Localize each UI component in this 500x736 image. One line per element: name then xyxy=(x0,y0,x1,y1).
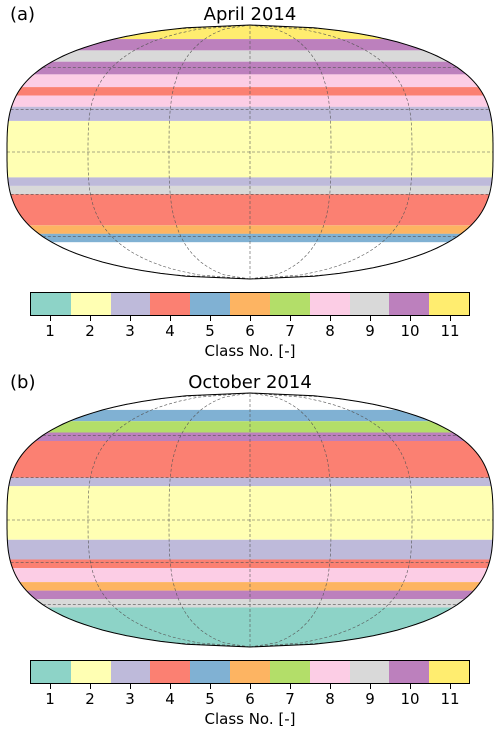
colorbar-tick-label: 3 xyxy=(125,690,135,708)
colorbar-tick-label: 6 xyxy=(245,322,255,340)
colorbar-tick: 5 xyxy=(190,316,230,346)
colorbar-tick: 9 xyxy=(350,316,390,346)
graticule-meridian xyxy=(87,393,251,647)
panel-title-a: April 2014 xyxy=(203,4,297,25)
colorbar-segment-3 xyxy=(110,661,151,683)
colorbar-segment-7 xyxy=(269,293,310,315)
class-band xyxy=(7,39,493,51)
colorbar-tick-label: 11 xyxy=(440,690,460,708)
colorbar-tick-label: 8 xyxy=(325,690,335,708)
colorbar-tick: 2 xyxy=(70,684,110,714)
colorbar-segment-1 xyxy=(31,661,71,683)
colorbar-segment-8 xyxy=(309,661,350,683)
graticule-meridian xyxy=(87,25,251,279)
colorbar-tick-label: 2 xyxy=(85,690,95,708)
colorbar-tick-label: 2 xyxy=(85,322,95,340)
colorbar-tick: 11 xyxy=(430,684,470,714)
colorbar-tick-label: 8 xyxy=(325,322,335,340)
colorbar-segment-9 xyxy=(349,661,390,683)
colorbar-tick-label: 1 xyxy=(45,322,55,340)
colorbar-tick: 3 xyxy=(110,684,150,714)
class-band xyxy=(7,559,493,568)
colorbar-segment-9 xyxy=(349,293,390,315)
panel-title-b: October 2014 xyxy=(188,372,312,393)
colorbar-label-b: Class No. [-] xyxy=(204,710,296,728)
colorbar-segment-8 xyxy=(309,293,350,315)
colorbar-segment-4 xyxy=(150,293,191,315)
colorbar-tick-label: 4 xyxy=(165,690,175,708)
colorbar-ticks-b: 1 2 3 4 5 6 7 8 9 10 11 xyxy=(30,684,470,714)
colorbar-segment-10 xyxy=(389,293,430,315)
colorbar-segment-11 xyxy=(429,661,469,683)
colorbar-tick: 7 xyxy=(270,684,310,714)
colorbar-tick: 2 xyxy=(70,316,110,346)
colorbar-segment-1 xyxy=(31,293,71,315)
colorbar-segment-5 xyxy=(190,293,231,315)
colorbar-tick: 7 xyxy=(270,316,310,346)
colorbar-tick-label: 7 xyxy=(285,322,295,340)
colorbar-tick-label: 5 xyxy=(205,690,215,708)
map-outline xyxy=(6,24,494,280)
class-band xyxy=(7,225,493,234)
class-band xyxy=(7,194,493,226)
class-band xyxy=(7,185,493,195)
colorbar-tick: 1 xyxy=(30,316,70,346)
colorbar-tick-label: 9 xyxy=(365,690,375,708)
colorbar-tick: 5 xyxy=(190,684,230,714)
colorbar-tick-label: 10 xyxy=(400,322,420,340)
map-panel-b xyxy=(6,392,494,648)
colorbar-tick-label: 11 xyxy=(440,322,460,340)
colorbar-tick-label: 7 xyxy=(285,690,295,708)
map-panel-a xyxy=(6,24,494,280)
colorbar-segment-7 xyxy=(269,661,310,683)
map-outline xyxy=(6,392,494,648)
colorbar-b xyxy=(30,660,470,684)
colorbar-tick-label: 1 xyxy=(45,690,55,708)
colorbar-segment-10 xyxy=(389,661,430,683)
colorbar-tick: 6 xyxy=(230,684,270,714)
colorbar-segment-2 xyxy=(70,661,111,683)
colorbar-tick: 8 xyxy=(310,316,350,346)
panel-letter-a: (a) xyxy=(10,4,36,25)
colorbar-tick: 3 xyxy=(110,316,150,346)
colorbar-tick: 11 xyxy=(430,316,470,346)
colorbar-tick: 4 xyxy=(150,316,190,346)
colorbar-tick-label: 6 xyxy=(245,690,255,708)
panel-b: (b) October 2014 1 2 3 4 5 6 7 8 9 10 11 Class No.… xyxy=(0,368,500,736)
colorbar-ticks-a: 1 2 3 4 5 6 7 8 9 10 11 xyxy=(30,316,470,346)
colorbar-segment-6 xyxy=(230,293,270,315)
colorbar-segment-2 xyxy=(70,293,111,315)
class-band xyxy=(7,74,493,88)
colorbar-tick-label: 3 xyxy=(125,322,135,340)
panel-a: (a) April 2014 1 2 3 4 5 6 7 8 9 10 11 Class No. [… xyxy=(6,4,494,360)
colorbar-a xyxy=(30,292,470,316)
colorbar-tick: 8 xyxy=(310,684,350,714)
colorbar-tick: 10 xyxy=(390,316,430,346)
colorbar-segment-6 xyxy=(230,661,270,683)
colorbar-tick: 9 xyxy=(350,684,390,714)
colorbar-tick-label: 10 xyxy=(400,690,420,708)
colorbar-label-a: Class No. [-] xyxy=(204,342,296,360)
colorbar-segment-3 xyxy=(110,293,151,315)
colorbar-tick: 10 xyxy=(390,684,430,714)
colorbar-tick-label: 9 xyxy=(365,322,375,340)
panel-letter-b: (b) xyxy=(10,372,36,393)
colorbar-tick: 1 xyxy=(30,684,70,714)
colorbar-tick: 6 xyxy=(230,316,270,346)
class-band xyxy=(7,599,493,608)
colorbar-segment-5 xyxy=(190,661,231,683)
colorbar-segment-11 xyxy=(429,293,469,315)
colorbar-tick: 4 xyxy=(150,684,190,714)
colorbar-segment-4 xyxy=(150,661,191,683)
colorbar-tick-label: 5 xyxy=(205,322,215,340)
colorbar-tick-label: 4 xyxy=(165,322,175,340)
